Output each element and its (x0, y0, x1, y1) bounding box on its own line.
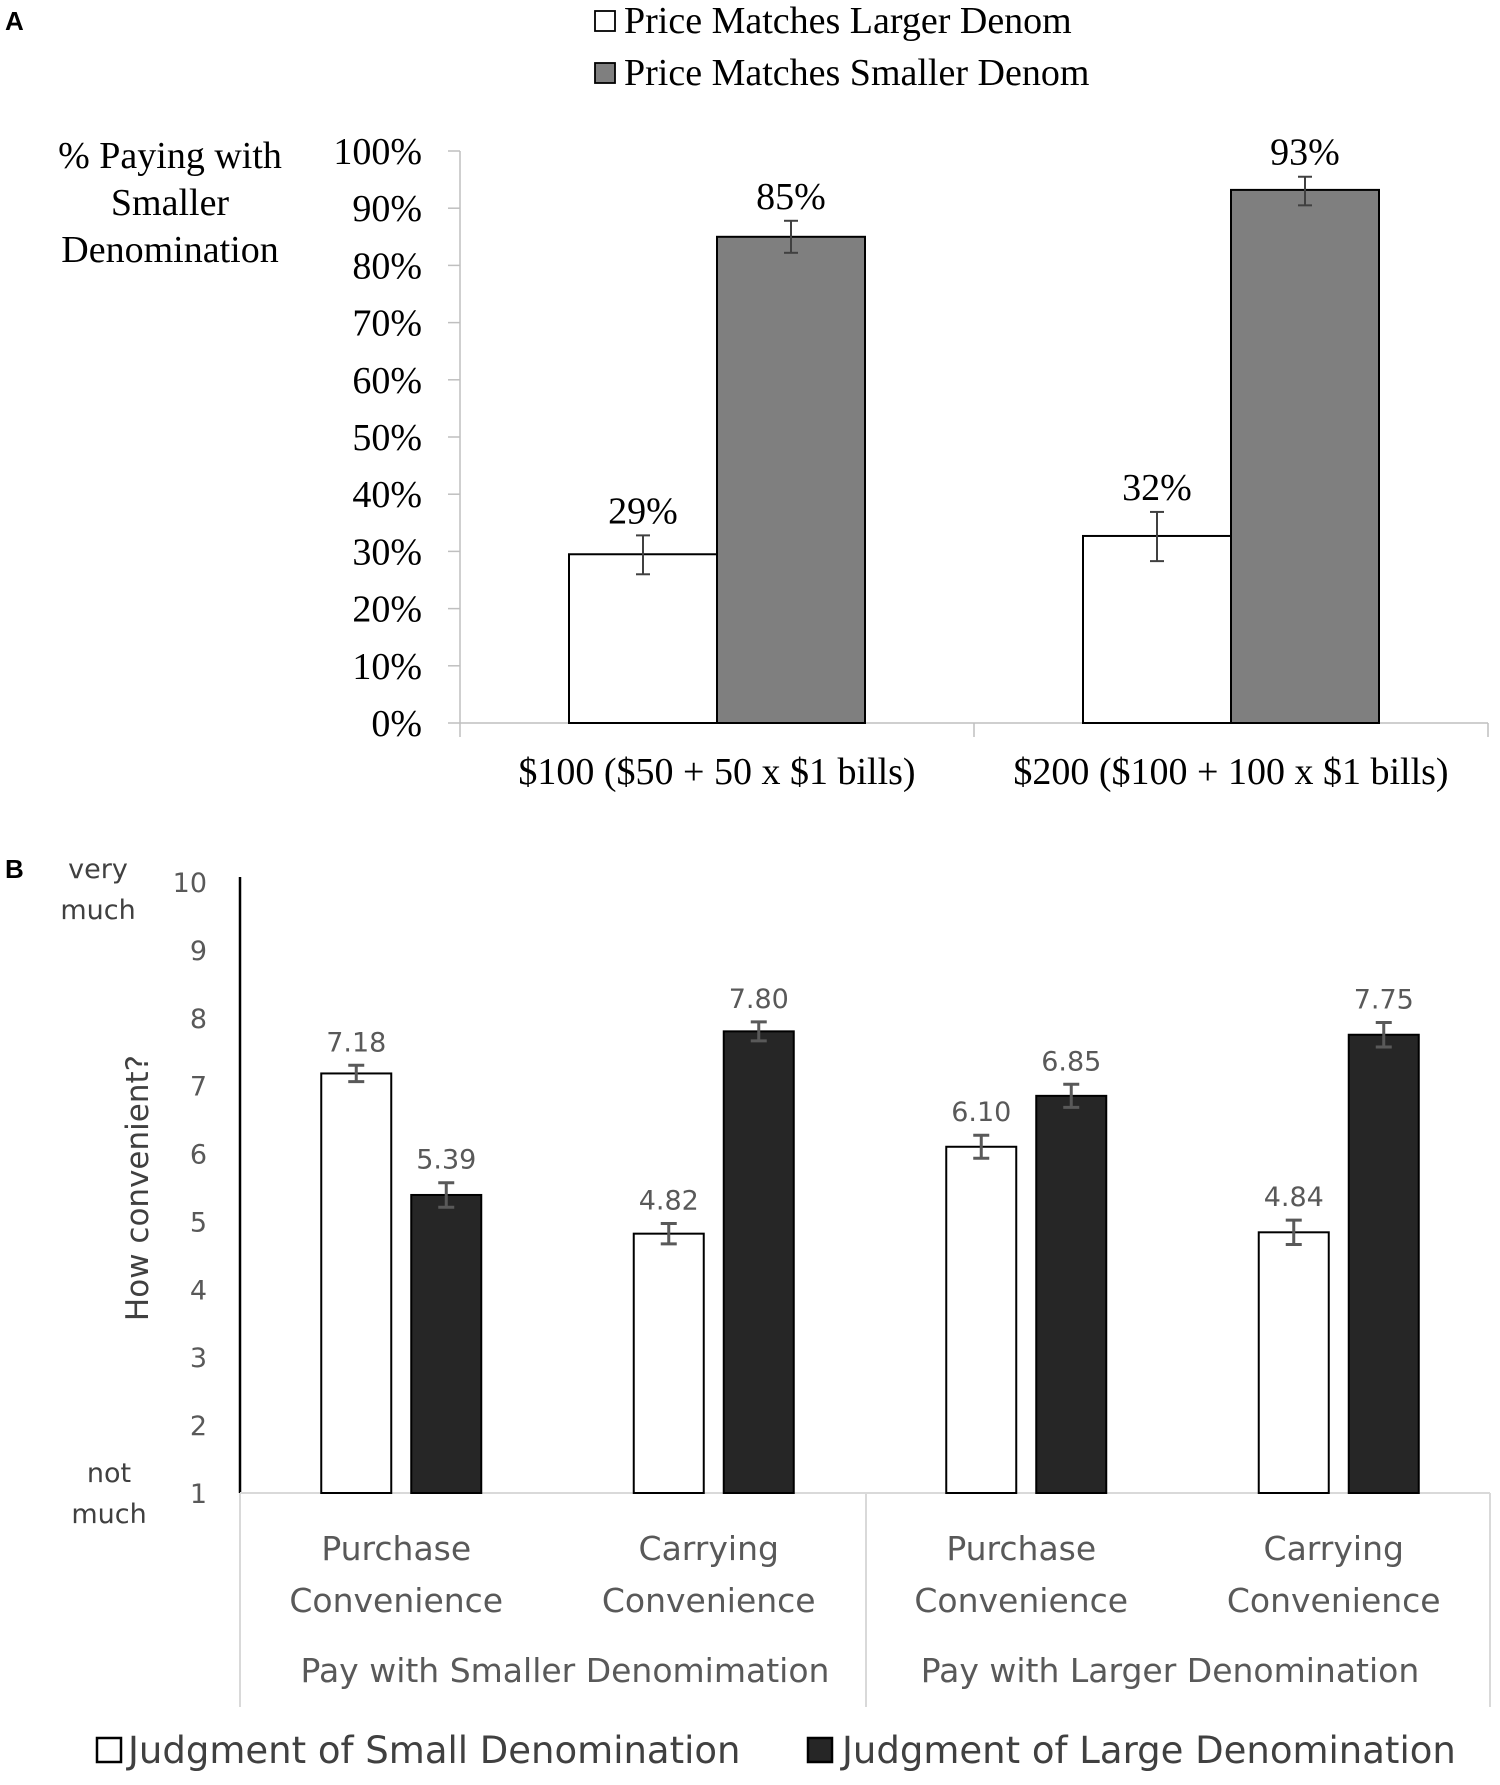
x-category-label: $100 ($50 + 50 x $1 bills) (518, 751, 915, 793)
y-tick-label: 9 (190, 936, 207, 967)
y-axis-title-line-2: Smaller (111, 182, 230, 224)
bar-large-denom (1035, 1094, 1108, 1494)
bar-small-denom (1257, 1231, 1330, 1494)
data-label: 85% (756, 176, 826, 218)
data-label: 6.85 (1041, 1046, 1101, 1077)
y-tick-label: 6 (190, 1140, 207, 1171)
bar-large-denom (722, 1030, 795, 1495)
x-category-label: $200 ($100 + 100 x $1 bills) (1013, 751, 1448, 793)
data-label: 7.75 (1354, 985, 1414, 1016)
x-group-label: Pay with Smaller Denomimation (301, 1651, 830, 1690)
bar-smaller-denom (716, 235, 866, 725)
legend-label-2: Judgment of Large Denomination (840, 1729, 1456, 1772)
x-subcategory-label: Purchase (321, 1529, 471, 1568)
x-subcategory-label: Convenience (914, 1581, 1128, 1620)
y-tick-label: 100% (333, 131, 422, 173)
data-label: 5.39 (416, 1145, 476, 1176)
bar-small-denom (945, 1145, 1018, 1495)
x-subcategory-label: Purchase (946, 1529, 1096, 1568)
y-tick-label: 10% (352, 646, 422, 688)
bar-smaller-denom (1230, 188, 1380, 724)
y-tick-label: 1 (190, 1479, 207, 1510)
y-axis-title: How convenient? (120, 1055, 156, 1321)
y-tick-label: 2 (190, 1411, 207, 1442)
y-axis-title-line-1: % Paying with (58, 135, 282, 177)
bar-small-denom (632, 1232, 705, 1494)
y-tick-label: 30% (352, 531, 422, 573)
data-label: 93% (1270, 132, 1340, 174)
x-subcategory-label: Convenience (1227, 1581, 1441, 1620)
legend-swatch-2 (594, 62, 616, 84)
legend-label-1: Price Matches Larger Denom (624, 0, 1072, 42)
data-label: 6.10 (951, 1097, 1011, 1128)
y-tick-label: 80% (352, 245, 422, 287)
y-top-note-line-2: much (60, 895, 135, 926)
legend-swatch-1 (95, 1736, 123, 1764)
y-tick-label: 4 (190, 1275, 207, 1306)
data-label: 4.82 (639, 1185, 699, 1216)
y-tick-label: 10 (173, 868, 207, 899)
y-tick-label: 7 (190, 1072, 207, 1103)
panel-a-chart: Price Matches Larger Denom Price Matches … (58, 0, 1489, 793)
legend-label-1: Judgment of Small Denomination (126, 1729, 740, 1772)
legend-swatch-1 (594, 10, 616, 32)
data-label: 4.84 (1264, 1182, 1324, 1213)
data-label: 7.18 (326, 1027, 386, 1058)
y-tick-label: 60% (352, 360, 422, 402)
y-bottom-note-line-1: not (87, 1458, 131, 1489)
bar-larger-denom (1082, 534, 1232, 724)
y-tick-label: 40% (352, 474, 422, 516)
x-group-label: Pay with Larger Denomination (921, 1651, 1420, 1690)
y-tick-label: 20% (352, 589, 422, 631)
data-label: 29% (608, 490, 678, 532)
y-tick-label: 8 (190, 1004, 207, 1035)
y-tick-label: 0% (371, 703, 422, 745)
legend-swatch-2 (806, 1736, 834, 1764)
data-label: 32% (1122, 467, 1192, 509)
legend-label-2: Price Matches Smaller Denom (624, 52, 1089, 94)
x-subcategory-label: Carrying (639, 1529, 779, 1568)
panel-b-letter: B (5, 854, 24, 884)
y-tick-label: 70% (352, 303, 422, 345)
bar-large-denom (410, 1193, 483, 1494)
bar-small-denom (320, 1072, 393, 1494)
y-tick-label: 5 (190, 1207, 207, 1238)
y-top-note-line-1: very (68, 854, 128, 885)
x-subcategory-label: Convenience (602, 1581, 816, 1620)
data-label: 7.80 (729, 984, 789, 1015)
y-bottom-note-line-2: much (71, 1499, 146, 1530)
bar-larger-denom (568, 553, 718, 725)
y-tick-label: 50% (352, 417, 422, 459)
panel-b-chart: 1 2 3 4 5 6 7 8 9 10 very much not much How convenient… (60, 854, 1491, 1772)
panel-a-letter: A (5, 6, 24, 36)
y-axis-title-line-3: Denomination (61, 229, 278, 271)
y-tick-label: 3 (190, 1343, 207, 1374)
x-subcategory-label: Convenience (289, 1581, 503, 1620)
bar-large-denom (1347, 1033, 1420, 1494)
y-tick-label: 90% (352, 188, 422, 230)
x-subcategory-label: Carrying (1264, 1529, 1404, 1568)
